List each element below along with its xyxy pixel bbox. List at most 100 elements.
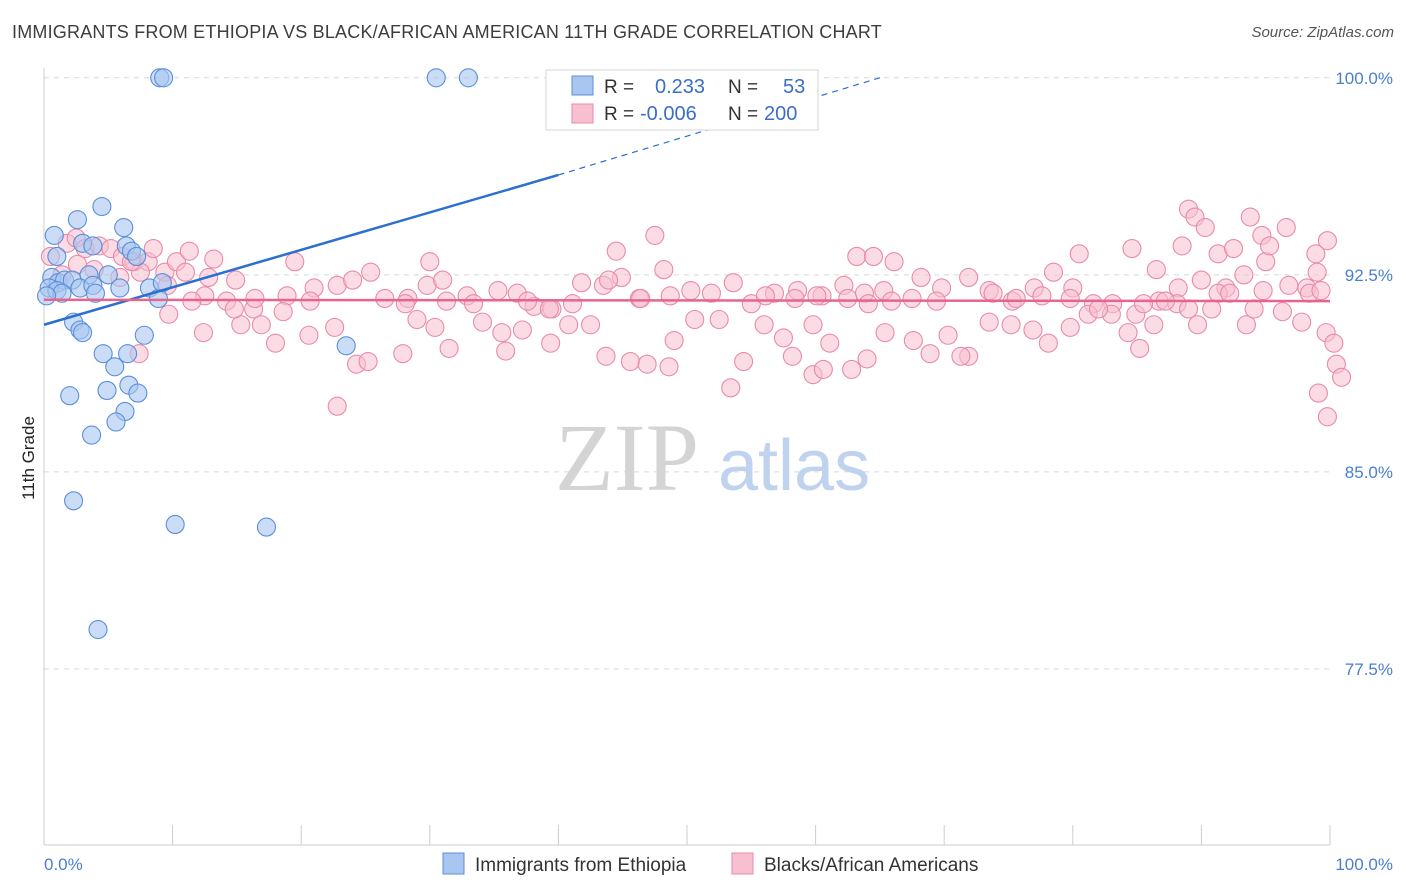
data-point-pink xyxy=(659,357,679,377)
watermark-zip: ZIP xyxy=(555,404,699,511)
data-point-blue xyxy=(152,273,172,293)
data-point-blue xyxy=(44,225,64,245)
legend-box: R = 0.233 N = 53 R = -0.006 N = 200 xyxy=(545,69,819,131)
data-point-pink xyxy=(1187,315,1208,335)
data-point-pink xyxy=(1236,315,1256,335)
data-point-pink xyxy=(1118,323,1138,343)
data-point-blue xyxy=(88,619,108,640)
axes xyxy=(43,68,1331,846)
data-point-pink xyxy=(512,320,532,340)
data-point-pink xyxy=(559,315,579,335)
data-point-pink xyxy=(1172,236,1192,256)
data-point-blue xyxy=(73,323,93,343)
data-point-pink xyxy=(325,317,345,337)
data-point-blue xyxy=(105,357,125,377)
data-point-pink xyxy=(159,304,179,324)
data-point-pink xyxy=(1276,217,1296,238)
data-point-blue xyxy=(37,286,57,306)
legend-n-label: N = xyxy=(728,77,758,98)
data-point-pink xyxy=(1069,244,1089,264)
data-point-pink xyxy=(1144,315,1164,335)
data-point-pink xyxy=(395,294,415,314)
data-point-pink xyxy=(1146,260,1166,280)
data-point-pink xyxy=(175,262,196,282)
data-point-pink xyxy=(599,270,619,290)
blue-series-points xyxy=(37,68,478,640)
pink-series-points xyxy=(40,199,1352,427)
data-point-pink xyxy=(858,294,878,314)
x-tick-labels: 0.0% 100.0% xyxy=(44,855,1393,874)
data-point-blue xyxy=(336,336,356,356)
data-point-pink xyxy=(1133,294,1154,314)
data-point-pink xyxy=(1043,262,1064,282)
data-point-pink xyxy=(902,288,922,309)
data-point-pink xyxy=(734,351,754,372)
x-tick-label: 0.0% xyxy=(44,855,83,874)
data-point-pink xyxy=(539,299,559,319)
data-point-blue xyxy=(128,383,148,403)
data-point-pink xyxy=(813,359,833,379)
data-point-pink xyxy=(343,270,363,290)
data-point-pink xyxy=(979,312,999,332)
data-point-pink xyxy=(407,309,427,330)
data-point-pink xyxy=(664,330,684,351)
data-point-pink xyxy=(463,294,484,314)
data-point-pink xyxy=(723,273,743,293)
data-point-pink xyxy=(420,252,440,272)
data-point-pink xyxy=(983,283,1003,303)
legend-n-label: N = xyxy=(728,104,758,125)
x-tick-label: 100.0% xyxy=(1335,855,1393,874)
data-point-pink xyxy=(193,323,214,343)
data-point-pink xyxy=(562,294,583,314)
data-point-pink xyxy=(496,341,516,361)
data-point-pink xyxy=(1256,252,1276,272)
data-point-pink xyxy=(911,267,931,288)
data-point-pink xyxy=(204,249,224,269)
y-tick-label: 100.0% xyxy=(1335,69,1393,88)
data-point-pink xyxy=(1191,270,1211,290)
data-point-blue xyxy=(83,236,103,256)
data-point-blue xyxy=(114,217,134,238)
data-point-blue xyxy=(67,210,87,230)
data-point-blue xyxy=(154,68,174,88)
data-point-pink xyxy=(754,315,774,335)
data-point-pink xyxy=(375,288,395,309)
data-point-pink xyxy=(1324,333,1344,353)
data-point-pink xyxy=(245,288,265,309)
data-point-pink xyxy=(1038,333,1058,353)
watermark-atlas: atlas xyxy=(718,426,870,506)
data-point-pink xyxy=(782,346,803,366)
data-point-blue xyxy=(47,246,67,266)
data-point-pink xyxy=(803,315,823,335)
data-point-blue xyxy=(85,283,105,303)
data-point-pink xyxy=(596,346,616,366)
data-point-blue xyxy=(92,196,112,217)
data-point-pink xyxy=(285,252,305,272)
y-tick-label: 92.5% xyxy=(1345,266,1393,285)
data-point-pink xyxy=(785,288,805,309)
data-point-pink xyxy=(1292,312,1312,332)
data-point-pink xyxy=(1244,299,1264,319)
data-point-pink xyxy=(654,260,674,280)
chart-title: IMMIGRANTS FROM ETHIOPIA VS BLACK/AFRICA… xyxy=(12,22,882,42)
data-point-pink xyxy=(143,239,163,259)
data-point-pink xyxy=(1308,383,1328,403)
data-point-pink xyxy=(439,338,459,358)
watermark: ZIP atlas xyxy=(555,404,870,511)
data-point-pink xyxy=(685,309,705,330)
data-point-pink xyxy=(903,330,923,351)
data-point-pink xyxy=(637,354,657,374)
bottom-legend-swatch-blue xyxy=(442,852,465,875)
data-point-pink xyxy=(701,283,721,303)
data-point-pink xyxy=(606,241,626,261)
legend-r-value: 0.233 xyxy=(655,76,705,98)
y-tick-label: 85.0% xyxy=(1345,463,1393,482)
legend-swatch-pink xyxy=(571,103,594,124)
y-axis-label: 11th Grade xyxy=(19,416,38,500)
data-point-pink xyxy=(472,312,493,332)
data-point-blue xyxy=(60,386,80,406)
data-point-pink xyxy=(755,286,775,306)
data-point-pink xyxy=(1306,244,1326,264)
data-point-pink xyxy=(884,252,904,272)
